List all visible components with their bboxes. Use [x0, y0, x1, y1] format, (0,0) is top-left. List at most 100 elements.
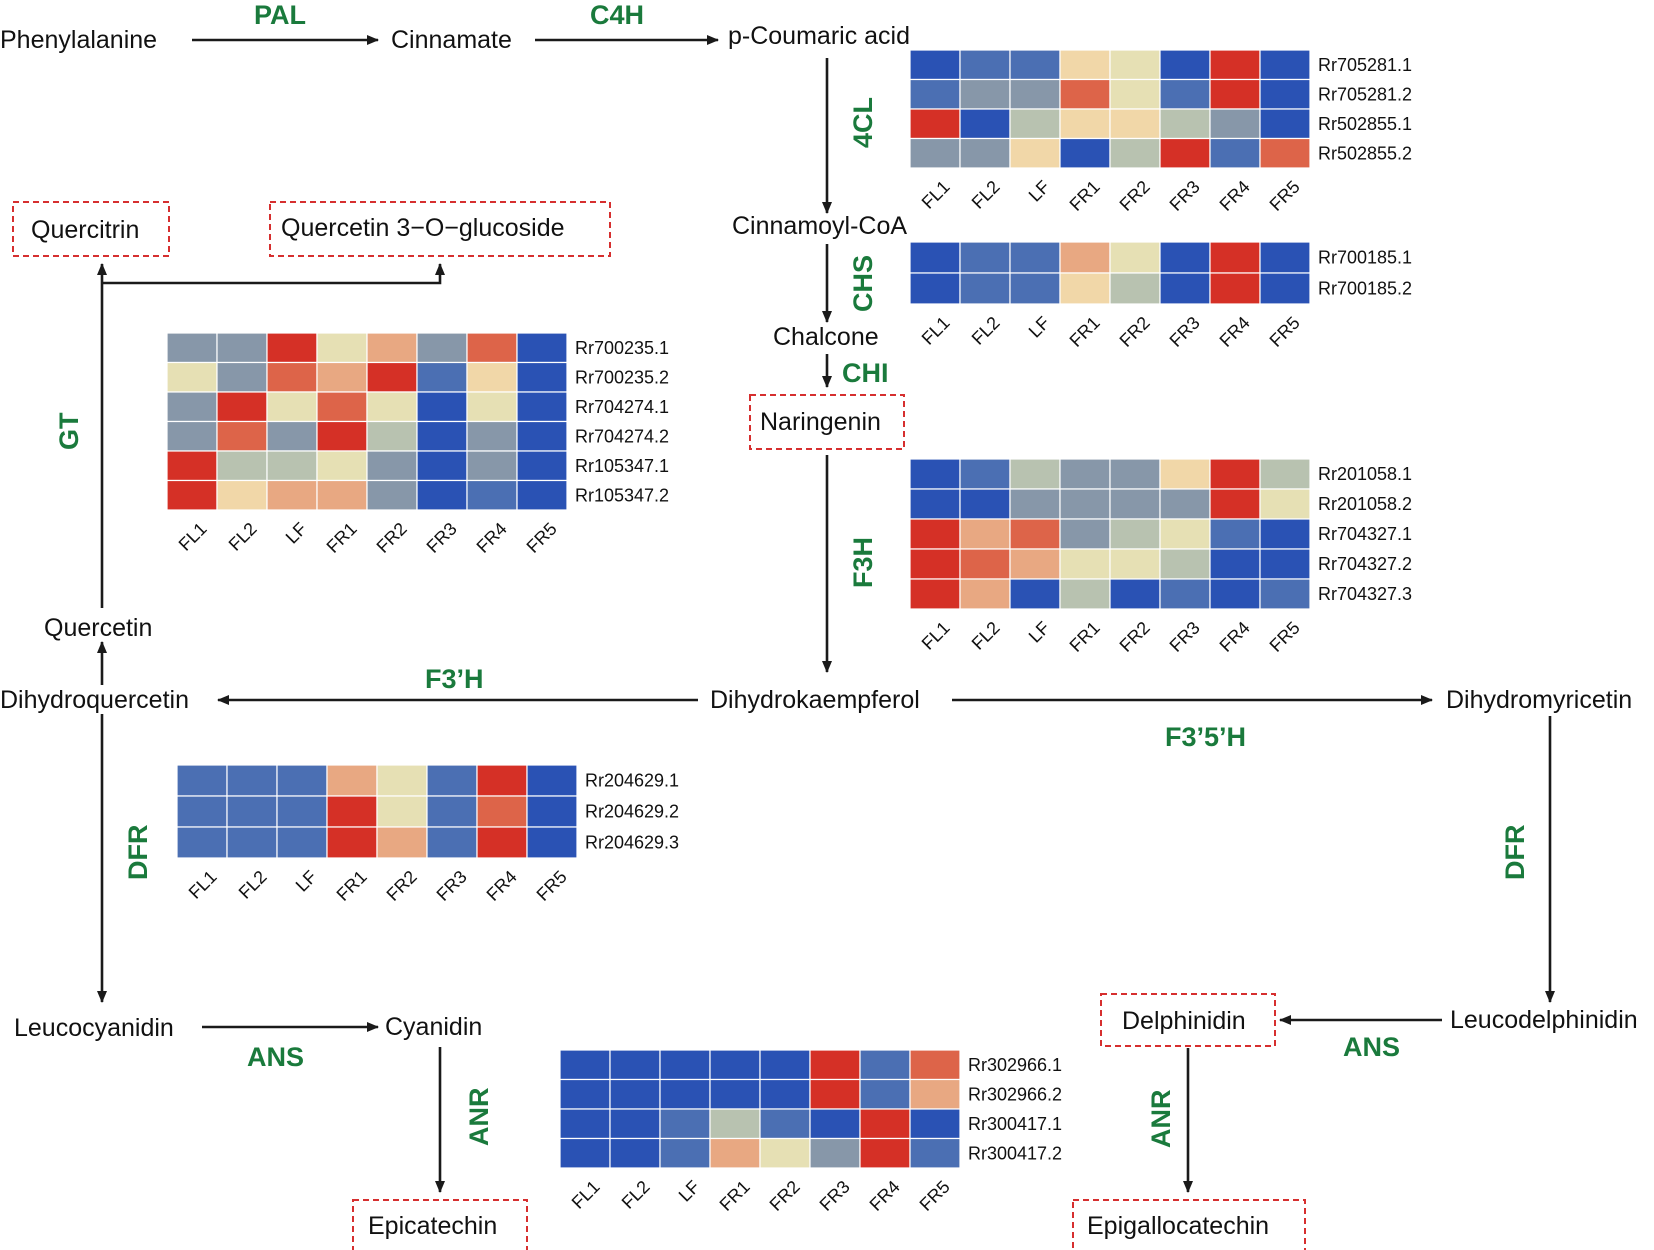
enzyme-4cl: 4CL — [848, 97, 878, 148]
enzyme-anr-right: ANR — [1146, 1090, 1176, 1149]
heatmap-cell-f3h-r3-c7 — [1259, 548, 1311, 580]
heatmap-cell-gt-r4-c5 — [416, 450, 468, 482]
heatmap-cell-gt-r1-c3 — [316, 361, 368, 393]
heatmap-cell-gt-r0-c7 — [516, 332, 568, 364]
naringenin-box — [749, 394, 905, 450]
heatmap-cell-gt-r0-c4 — [366, 332, 418, 364]
column-label-4cl-0: FL1 — [918, 177, 954, 213]
column-label-gt-5: FR3 — [423, 519, 461, 557]
heatmap-cell-gt-r3-c3 — [316, 420, 368, 452]
heatmap-cell-4cl-r0-c2 — [1009, 49, 1061, 81]
column-label-chs-7: FR5 — [1266, 313, 1304, 351]
metabolite-quercetin: Quercetin — [44, 614, 152, 642]
heatmap-cell-f3h-r1-c0 — [909, 488, 961, 520]
column-label-chs-1: FL2 — [968, 313, 1004, 349]
arrow-quercetin-to-glucoside — [102, 263, 445, 285]
heatmap-cell-f3h-r1-c5 — [1159, 488, 1211, 520]
heatmap-cell-anr-r3-c0 — [559, 1137, 611, 1169]
heatmap-f3h: Rr201058.1 Rr201058.2 Rr704327.1 Rr704327.2… — [909, 458, 1412, 656]
heatmap-cell-4cl-r2-c4 — [1109, 108, 1161, 140]
heatmap-cell-f3h-r4-c4 — [1109, 578, 1161, 610]
heatmap-cell-anr-r0-c2 — [659, 1049, 711, 1081]
column-label-dfr-1: FL2 — [235, 867, 271, 903]
heatmap-cell-gt-r5-c6 — [466, 479, 518, 511]
column-label-chs-4: FR2 — [1116, 313, 1154, 351]
metabolite-cinnamoyl-coa: Cinnamoyl-CoA — [732, 212, 907, 240]
heatmap-cell-dfr-r1-c5 — [426, 795, 478, 828]
gene-label-4cl-1: Rr705281.2 — [1318, 84, 1412, 104]
column-label-chs-5: FR3 — [1166, 313, 1204, 351]
heatmap-cell-4cl-r3-c2 — [1009, 137, 1061, 169]
column-label-f3h-6: FR4 — [1216, 618, 1254, 656]
column-label-dfr-5: FR3 — [433, 867, 471, 905]
column-label-gt-1: FL2 — [225, 519, 261, 555]
gene-label-anr-2: Rr300417.1 — [968, 1114, 1062, 1134]
heatmap-cell-chs-r0-c0 — [909, 241, 961, 274]
gene-label-dfr-1: Rr204629.2 — [585, 802, 679, 822]
heatmap-cell-4cl-r0-c0 — [909, 49, 961, 81]
heatmap-cell-4cl-r3-c3 — [1059, 137, 1111, 169]
column-label-4cl-5: FR3 — [1166, 177, 1204, 215]
enzyme-labels: PAL C4H 4CL CHS CHI F3H GT F3’H F3’5’H D… — [54, 0, 1530, 1148]
column-label-f3h-1: FL2 — [968, 618, 1004, 654]
heatmap-cell-f3h-r0-c7 — [1259, 458, 1311, 490]
gene-label-f3h-4: Rr704327.3 — [1318, 584, 1412, 604]
heatmap-cell-gt-r3-c0 — [166, 420, 218, 452]
heatmap-cell-f3h-r3-c5 — [1159, 548, 1211, 580]
enzyme-f3-hydroxylase: F3’H — [425, 664, 484, 694]
column-label-f3h-2: LF — [1025, 618, 1054, 647]
heatmap-cell-f3h-r1-c6 — [1209, 488, 1261, 520]
heatmap-cell-dfr-r0-c3 — [326, 764, 378, 797]
heatmap-cell-4cl-r0-c6 — [1209, 49, 1261, 81]
gene-label-4cl-2: Rr502855.1 — [1318, 114, 1412, 134]
heatmap-cell-anr-r1-c3 — [709, 1078, 761, 1110]
heatmap-cell-gt-r5-c4 — [366, 479, 418, 511]
metabolite-dihydrokaempferol: Dihydrokaempferol — [710, 686, 920, 714]
heatmap-cell-4cl-r2-c7 — [1259, 108, 1311, 140]
heatmap-cell-f3h-r0-c4 — [1109, 458, 1161, 490]
heatmap-cell-anr-r3-c3 — [709, 1137, 761, 1169]
gene-label-anr-3: Rr300417.2 — [968, 1143, 1062, 1163]
heatmap-cell-4cl-r1-c0 — [909, 78, 961, 110]
heatmap-cell-gt-r5-c0 — [166, 479, 218, 511]
column-label-4cl-4: FR2 — [1116, 177, 1154, 215]
column-label-dfr-4: FR2 — [383, 867, 421, 905]
heatmap-cell-f3h-r2-c7 — [1259, 518, 1311, 550]
enzyme-ans-left: ANS — [247, 1042, 304, 1072]
heatmap-cell-chs-r1-c6 — [1209, 272, 1261, 305]
heatmap-cell-gt-r0-c6 — [466, 332, 518, 364]
heatmap-cell-gt-r4-c4 — [366, 450, 418, 482]
heatmap-cell-f3h-r0-c1 — [959, 458, 1011, 490]
heatmap-cell-gt-r1-c2 — [266, 361, 318, 393]
heatmap-cell-4cl-r2-c6 — [1209, 108, 1261, 140]
heatmap-cell-f3h-r4-c2 — [1009, 578, 1061, 610]
heatmap-cell-dfr-r2-c7 — [526, 826, 578, 859]
heatmap-cell-dfr-r2-c0 — [176, 826, 228, 859]
heatmap-cell-anr-r2-c3 — [709, 1108, 761, 1140]
heatmap-cell-4cl-r1-c3 — [1059, 78, 1111, 110]
gene-label-gt-1: Rr700235.2 — [575, 367, 669, 387]
heatmap-cell-dfr-r1-c2 — [276, 795, 328, 828]
gene-label-f3h-0: Rr201058.1 — [1318, 464, 1412, 484]
heatmap-cell-chs-r1-c2 — [1009, 272, 1061, 305]
heatmap-cell-dfr-r2-c6 — [476, 826, 528, 859]
heatmap-cell-anr-r2-c0 — [559, 1108, 611, 1140]
gene-label-gt-2: Rr704274.1 — [575, 397, 669, 417]
heatmap-cell-4cl-r2-c2 — [1009, 108, 1061, 140]
metabolite-epicatechin: Epicatechin — [368, 1212, 497, 1240]
column-label-4cl-1: FL2 — [968, 177, 1004, 213]
heatmap-cell-f3h-r4-c3 — [1059, 578, 1111, 610]
gene-label-f3h-3: Rr704327.2 — [1318, 554, 1412, 574]
heatmap-cell-dfr-r1-c1 — [226, 795, 278, 828]
metabolite-labels: Phenylalanine Cinnamate p-Coumaric acid … — [0, 22, 1638, 1240]
heatmap-cell-anr-r3-c4 — [759, 1137, 811, 1169]
heatmap-cell-chs-r1-c3 — [1059, 272, 1111, 305]
delphinidin-box — [1100, 993, 1276, 1047]
heatmap-cell-f3h-r4-c5 — [1159, 578, 1211, 610]
metabolite-cinnamate: Cinnamate — [391, 26, 512, 54]
column-label-f3h-0: FL1 — [918, 618, 954, 654]
gene-label-4cl-3: Rr502855.2 — [1318, 143, 1412, 163]
metabolite-delphinidin: Delphinidin — [1122, 1007, 1246, 1035]
column-label-dfr-2: LF — [292, 867, 321, 896]
heatmap-cell-gt-r3-c2 — [266, 420, 318, 452]
